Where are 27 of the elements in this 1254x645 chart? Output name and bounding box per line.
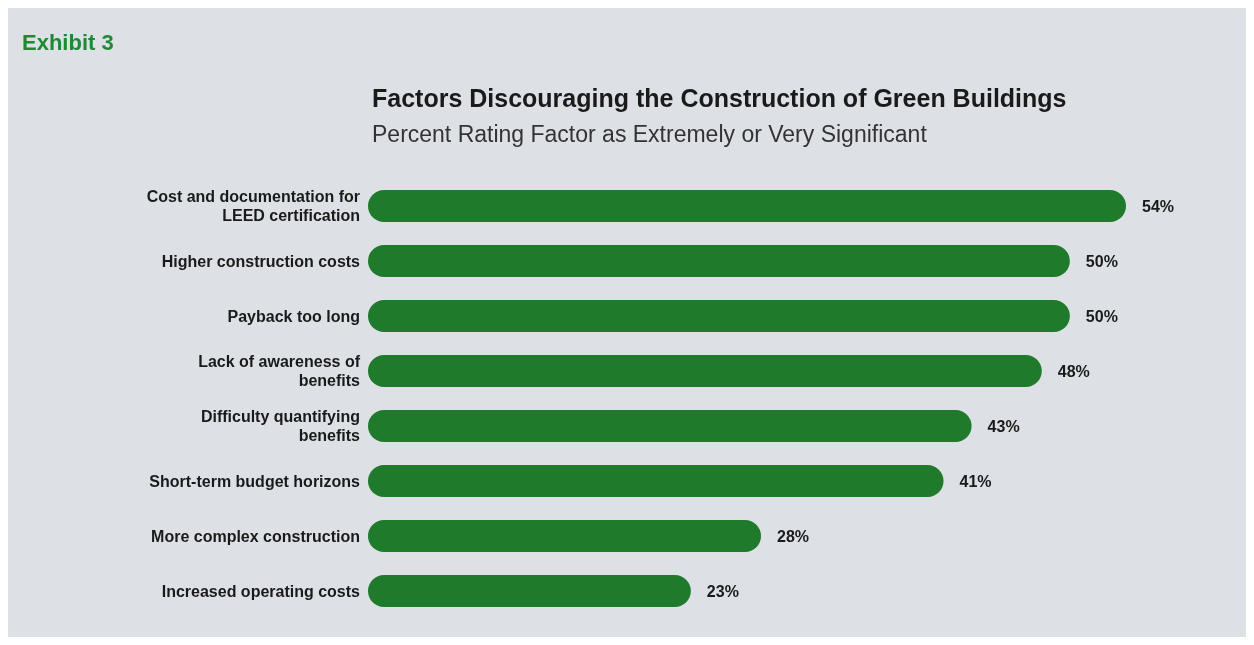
data-label: 28% xyxy=(777,527,810,545)
bar xyxy=(368,465,944,497)
y-tick-label: Payback too long xyxy=(227,307,360,324)
data-label: 54% xyxy=(1142,197,1175,215)
y-tick-label: More complex construction xyxy=(151,527,360,544)
data-label: 48% xyxy=(1057,362,1090,380)
bar xyxy=(368,355,1042,387)
y-tick-label: Lack of awareness of benefits xyxy=(198,352,361,389)
bar xyxy=(368,245,1070,277)
y-tick-label: Cost and documentation for LEED certification xyxy=(146,187,360,224)
bar xyxy=(368,300,1070,332)
chart-title: Factors Discouraging the Construction of Green Buildings xyxy=(372,84,1067,113)
text: Exhibit 3 xyxy=(22,30,114,56)
bar xyxy=(368,520,762,552)
y-tick-label: Increased operating costs xyxy=(161,582,361,599)
y-tick-label: Higher construction costs xyxy=(161,252,361,269)
y-tick-label: Difficulty quantifying benefits xyxy=(200,407,361,444)
chart-subtitle: Percent Rating Factor as Extremely or Very Significant xyxy=(372,121,927,148)
data-label: 43% xyxy=(987,417,1020,435)
data-label: 23% xyxy=(706,582,739,600)
bar xyxy=(368,410,972,442)
bar xyxy=(368,575,691,607)
y-tick-label: Short-term budget horizons xyxy=(149,472,361,489)
data-label: 50% xyxy=(1085,307,1118,325)
data-label: 41% xyxy=(959,472,992,490)
data-label: 50% xyxy=(1085,252,1118,270)
bar xyxy=(368,190,1126,222)
